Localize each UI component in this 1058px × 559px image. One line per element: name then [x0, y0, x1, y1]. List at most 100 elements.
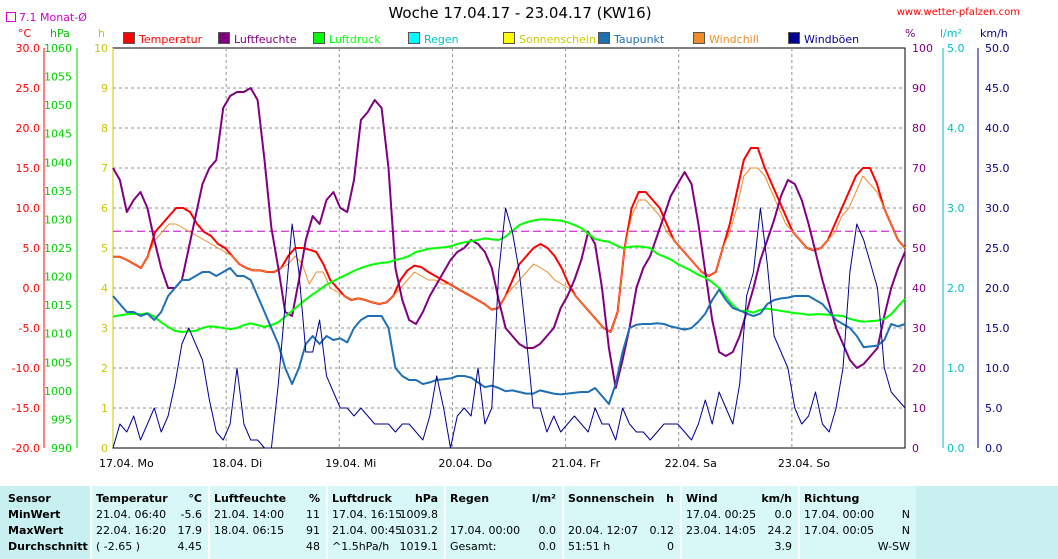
- hum-tick: 80: [912, 122, 926, 135]
- legend-swatch: [788, 32, 800, 44]
- stats-cell-time: 21.04. 06:40: [96, 508, 167, 521]
- stats-header: Sonnenschein: [568, 492, 655, 505]
- hum-tick: 0: [912, 442, 919, 455]
- stats-cell-time: 17.04. 00:00: [804, 508, 875, 521]
- legend-swatch: [408, 32, 420, 44]
- stats-cell-value: 91: [306, 524, 320, 537]
- sun-tick: 9: [101, 82, 108, 95]
- series-temperatur: [113, 147, 906, 333]
- stats-cell-value: 0.0: [774, 508, 793, 521]
- stats-unit: hPa: [414, 492, 438, 505]
- sun-tick: 3: [101, 322, 108, 335]
- stats-cell-time: 17.04. 00:05: [804, 524, 875, 537]
- stats-table: Sensor MinWert MaxWert Durchschnitt Temp…: [0, 486, 1058, 559]
- temp-tick: -5.0: [19, 322, 40, 335]
- stats-cell-value: -5.6: [180, 508, 202, 521]
- stats-unit: km/h: [761, 492, 792, 505]
- stats-cell-time: 20.04. 12:07: [568, 524, 639, 537]
- rain-unit: l/m²: [940, 27, 962, 40]
- rain-tick: 5.0: [947, 42, 965, 55]
- wind-tick: 5.0: [985, 402, 1003, 415]
- temp-tick: 20.0: [16, 122, 41, 135]
- hum-tick: 100: [912, 42, 933, 55]
- hpa-tick: 995: [51, 413, 72, 426]
- legend-item-sonnenschein: Sonnenschein: [503, 32, 596, 46]
- wind-tick: 35.0: [985, 162, 1010, 175]
- stats-cell-time: 18.04. 06:15: [214, 524, 285, 537]
- stats-header: Luftfeuchte: [214, 492, 287, 505]
- wind-tick: 25.0: [985, 242, 1010, 255]
- wind-tick: 20.0: [985, 282, 1010, 295]
- hum-tick: 50: [912, 242, 926, 255]
- hum-tick: 20: [912, 362, 926, 375]
- hpa-tick: 1055: [44, 71, 72, 84]
- hpa-tick: 990: [51, 442, 72, 455]
- x-tick-label: 20.04. Do: [438, 457, 492, 470]
- stats-column-luftdruck: Luftdruck hPa 17.04. 16:15 1009.8 21.04. 00:…: [326, 486, 444, 559]
- stats-cell-time: 17.04. 16:15: [332, 508, 403, 521]
- temp-unit: °C: [18, 27, 32, 40]
- rain-tick: 2.0: [947, 282, 965, 295]
- stats-cell-value: 0.0: [538, 524, 557, 537]
- wind-tick: 45.0: [985, 82, 1010, 95]
- hpa-tick: 1030: [44, 213, 72, 226]
- series-taupunkt: [112, 267, 906, 405]
- stats-cell-value: N: [901, 524, 910, 537]
- stats-column-wind: Wind km/h 17.04. 00:25 0.0 23.04. 14:05 24.2 3…: [680, 486, 798, 559]
- stats-column-sonnenschein: Sonnenschein h 20.04. 12:07 0.12 51:51 h 0: [562, 486, 680, 559]
- stats-cell-value: 0: [667, 540, 674, 553]
- stats-cell-time: 51:51 h: [568, 540, 611, 553]
- legend-label: Windchill: [709, 33, 759, 46]
- row-label-max: MaxWert: [8, 524, 64, 537]
- sun-tick: 7: [101, 162, 108, 175]
- hpa-tick: 1040: [44, 156, 72, 169]
- legend-label: Regen: [424, 33, 459, 46]
- stats-cell-value: W-SW: [877, 540, 910, 553]
- hum-tick: 90: [912, 82, 926, 95]
- temp-tick: 30.0: [16, 42, 41, 55]
- legend-label: Luftfeuchte: [234, 33, 297, 46]
- stats-column-temperatur: Temperatur °C 21.04. 06:40 -5.6 22.04. 16:20…: [90, 486, 208, 559]
- stats-cell-time: 21.04. 14:00: [214, 508, 285, 521]
- site-link[interactable]: www.wetter-pfalzen.com: [896, 7, 1020, 18]
- hpa-tick: 1060: [44, 42, 72, 55]
- rain-tick: 0.0: [947, 442, 965, 455]
- stats-header: Richtung: [804, 492, 860, 505]
- hpa-tick: 1010: [44, 328, 72, 341]
- legend-label: Temperatur: [139, 33, 203, 46]
- legend-item-luftdruck: Luftdruck: [313, 32, 381, 46]
- wind-tick: 0.0: [985, 442, 1003, 455]
- month-average-text: 7.1 Monat-Ø: [19, 11, 87, 24]
- rain-tick: 1.0: [947, 362, 965, 375]
- temp-tick: -20.0: [12, 442, 40, 455]
- weather-chart: 17.04. Mo 18.04. Di 19.04. Mi 20.04. Do 21.0…: [12, 42, 1010, 470]
- sun-tick: 1: [101, 402, 108, 415]
- stats-unit: °C: [188, 492, 202, 505]
- temp-tick: 15.0: [16, 162, 41, 175]
- legend-item-temperatur: Temperatur: [123, 32, 202, 46]
- stats-unit: h: [666, 492, 674, 505]
- sun-tick: 6: [101, 202, 108, 215]
- legend-item-luftfeuchte: Luftfeuchte: [218, 32, 297, 46]
- row-label-avg: Durchschnitt: [8, 540, 88, 553]
- rain-tick: 3.0: [947, 202, 965, 215]
- sun-tick: 5: [101, 242, 108, 255]
- legend-swatch: [313, 32, 325, 44]
- x-tick-label: 21.04. Fr: [552, 457, 601, 470]
- x-tick-label: 18.04. Di: [212, 457, 262, 470]
- stats-cell-value: 0.0: [538, 540, 557, 553]
- series-windchill: [113, 167, 906, 333]
- stats-column-richtung: Richtung 17.04. 00:00 N 17.04. 00:05 N W-SW: [798, 486, 916, 559]
- legend-item-windböen: Windböen: [788, 32, 859, 46]
- stats-column-luftfeuchte: Luftfeuchte% 21.04. 14:00 11 18.04. 06:15 91…: [208, 486, 326, 559]
- legend-label: Sonnenschein: [519, 33, 596, 46]
- sun-tick: 8: [101, 122, 108, 135]
- hum-tick: 70: [912, 162, 926, 175]
- stats-cell-time: Gesamt:: [450, 540, 497, 553]
- stats-cell-time: 22.04. 16:20: [96, 524, 167, 537]
- hpa-tick: 1000: [44, 385, 72, 398]
- stats-cell-time: ^1.5hPa/h: [332, 540, 390, 553]
- hpa-tick: 1045: [44, 128, 72, 141]
- stats-cell-value: 17.9: [177, 524, 203, 537]
- hum-tick: 10: [912, 402, 926, 415]
